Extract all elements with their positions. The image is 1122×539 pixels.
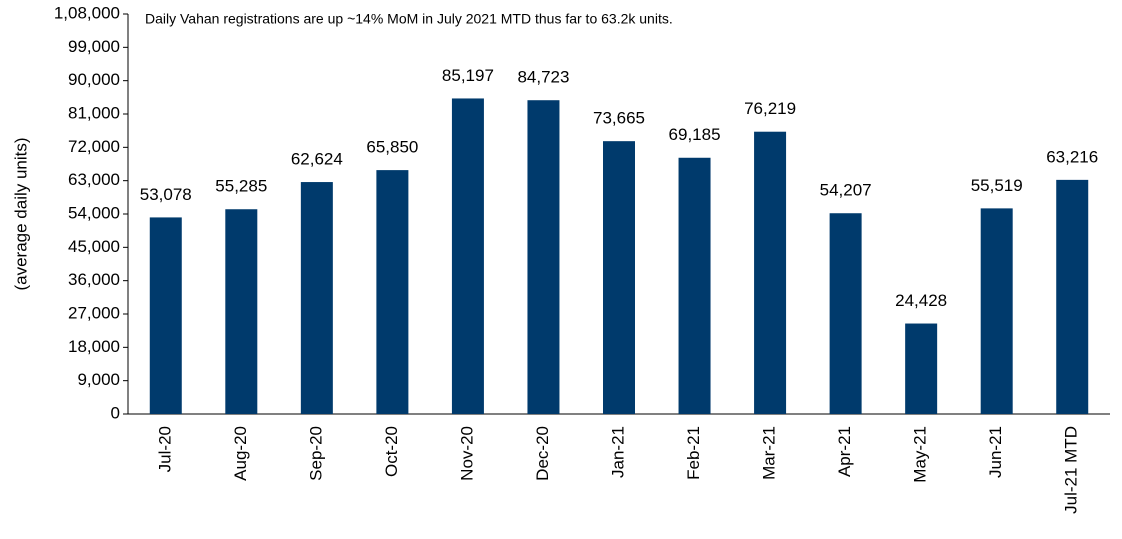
- bar: [451, 98, 484, 414]
- bar: [603, 141, 635, 414]
- value-label: 73,665: [593, 109, 645, 128]
- y-tick-label: 45,000: [68, 237, 120, 256]
- bar: [300, 182, 333, 414]
- y-tick-label: 0: [111, 403, 120, 422]
- x-tick-label: Feb-21: [684, 426, 703, 480]
- y-tick-label: 9,000: [77, 370, 120, 389]
- y-axis-label: (average daily units): [11, 137, 30, 290]
- y-tick-label: 81,000: [68, 103, 120, 122]
- annotation: Daily Vahan registrations are up ~14% Mo…: [145, 11, 673, 27]
- value-label: 69,185: [669, 125, 721, 144]
- value-label: 55,285: [215, 177, 267, 196]
- bar: [829, 213, 862, 414]
- x-tick-label: Dec-20: [533, 426, 552, 481]
- x-tick-label: Jul-20: [155, 426, 174, 472]
- bar: [527, 100, 560, 414]
- value-label: 65,850: [366, 138, 418, 157]
- y-tick-label: 54,000: [68, 203, 120, 222]
- value-label: 76,219: [744, 99, 796, 118]
- value-label: 53,078: [140, 185, 192, 204]
- y-tick-label: 1,08,000: [54, 3, 120, 22]
- value-label: 54,207: [820, 181, 872, 200]
- y-tick-label: 72,000: [68, 137, 120, 156]
- y-tick-label: 63,000: [68, 170, 120, 189]
- x-tick-label: Apr-21: [835, 426, 854, 477]
- x-tick-label: May-21: [911, 426, 930, 483]
- value-label: 85,197: [442, 66, 494, 85]
- bar: [754, 131, 787, 415]
- y-tick-label: 99,000: [68, 37, 120, 56]
- y-tick-label: 18,000: [68, 337, 120, 356]
- x-tick-label: Nov-20: [457, 426, 476, 481]
- y-tick-label: 90,000: [68, 70, 120, 89]
- value-label: 24,428: [895, 291, 947, 310]
- bar: [1056, 179, 1089, 414]
- bar: [149, 217, 182, 414]
- value-label: 62,624: [291, 150, 343, 169]
- bar: [905, 323, 938, 414]
- y-tick-label: 36,000: [68, 270, 120, 289]
- x-tick-label: Aug-20: [231, 426, 250, 481]
- bar: [376, 170, 409, 414]
- value-label: 63,216: [1046, 147, 1098, 166]
- bar: [225, 209, 258, 414]
- x-tick-label: Oct-20: [382, 426, 401, 477]
- x-tick-label: Jan-21: [608, 426, 627, 478]
- x-tick-label: Jul-21 MTD: [1062, 426, 1081, 514]
- value-label: 55,519: [971, 176, 1023, 195]
- x-tick-label: Mar-21: [760, 426, 779, 480]
- value-label: 84,723: [517, 68, 569, 87]
- bar: [980, 208, 1013, 414]
- x-tick-label: Jun-21: [986, 426, 1005, 478]
- bar: [678, 157, 711, 414]
- y-tick-label: 27,000: [68, 303, 120, 322]
- x-tick-label: Sep-20: [306, 426, 325, 481]
